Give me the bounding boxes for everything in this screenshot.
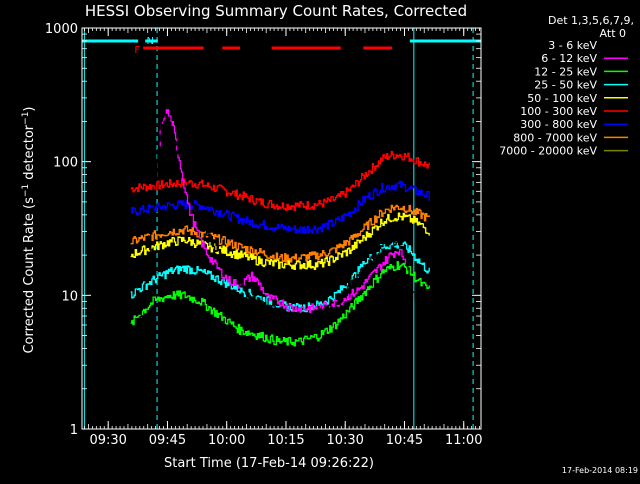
legend-label: 100 - 300 keV xyxy=(520,105,597,118)
y-tick-label: 1 xyxy=(70,423,78,438)
timestamp-stamp: 17-Feb-2014 08:19 xyxy=(562,466,638,475)
x-tick-label: 10:00 xyxy=(208,433,245,448)
legend-header-attenuator: Att 0 xyxy=(600,27,626,40)
series-line-800-7000-kev xyxy=(130,204,430,263)
y-tick-label: 10 xyxy=(61,289,78,304)
legend-label: 3 - 6 keV xyxy=(548,39,597,52)
legend-label: 12 - 25 keV xyxy=(534,65,597,78)
plot-frame xyxy=(81,27,482,430)
x-tick-label: 10:30 xyxy=(326,433,363,448)
legend-header-detectors: Det 1,3,5,6,7,9, xyxy=(548,14,634,27)
series-line-3-6-kev xyxy=(130,107,432,401)
series-line-100-300-kev xyxy=(130,150,430,211)
series-line-12-25-kev xyxy=(130,261,430,347)
legend-label: 50 - 100 keV xyxy=(527,92,597,105)
legend-label: 6 - 12 keV xyxy=(541,52,597,65)
flag-label-f: F xyxy=(134,45,140,56)
legend-label: 800 - 7000 keV xyxy=(513,131,597,144)
x-tick-label: 11:00 xyxy=(445,433,482,448)
axes: 09:30 09:45 10:00 10:15 10:30 10:45 11:00 1 10 10… xyxy=(45,22,483,448)
x-tick-label: 10:15 xyxy=(267,433,304,448)
x-tick-label: 09:45 xyxy=(149,433,186,448)
series-line-6-12-kev xyxy=(159,109,407,314)
legend-label: 7000 - 20000 keV xyxy=(499,145,597,158)
y-tick-label: 1000 xyxy=(45,22,78,37)
series-line-300-800-kev xyxy=(130,180,430,234)
series-line-50-100-kev xyxy=(130,212,430,270)
x-tick-label: 10:45 xyxy=(386,433,423,448)
y-tick-label: 100 xyxy=(53,156,78,171)
chart-title: HESSI Observing Summary Count Rates, Cor… xyxy=(85,2,467,20)
flag-label-n: N xyxy=(146,36,153,47)
y-axis-label: Corrected Count Rate (s−1 detector−1) xyxy=(21,106,37,353)
legend-label: 25 - 50 keV xyxy=(534,79,597,92)
plot-area: FN xyxy=(82,28,481,429)
x-tick-label: 09:30 xyxy=(89,433,126,448)
x-axis-label: Start Time (17-Feb-14 09:26:22) xyxy=(164,456,374,471)
legend-label: 300 - 800 keV xyxy=(520,118,597,131)
